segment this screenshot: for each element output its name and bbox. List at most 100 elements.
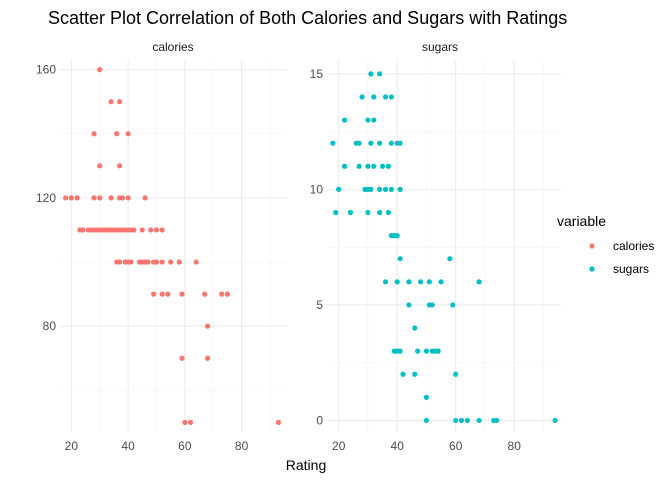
data-point-sugars: [453, 417, 459, 424]
data-point-sugars: [368, 140, 374, 146]
data-point-calories: [176, 259, 182, 265]
data-point-calories: [63, 195, 69, 201]
legend-swatch-calories: [589, 243, 595, 249]
data-point-sugars: [388, 140, 394, 146]
data-point-sugars: [368, 71, 374, 77]
data-point-sugars: [423, 348, 430, 354]
data-point-calories: [182, 419, 188, 425]
data-point-calories: [204, 323, 211, 329]
x-tick-label: 40: [121, 439, 135, 453]
data-point-sugars: [450, 302, 456, 308]
data-point-sugars: [406, 302, 412, 308]
data-point-calories: [97, 67, 103, 73]
data-point-calories: [116, 163, 123, 169]
x-axis-title: Rating: [286, 457, 326, 473]
data-point-calories: [119, 195, 126, 201]
data-point-calories: [148, 227, 154, 233]
data-point-sugars: [418, 279, 424, 285]
data-point-calories: [151, 291, 157, 297]
y-tick-label: 120: [36, 191, 56, 205]
data-point-calories: [159, 291, 165, 297]
data-point-sugars: [426, 279, 432, 285]
data-point-sugars: [397, 140, 403, 146]
x-tick-label: 60: [178, 439, 192, 453]
y-tick-label: 80: [43, 319, 57, 333]
data-point-calories: [97, 195, 103, 201]
x-tick-label: 20: [65, 439, 79, 453]
data-point-sugars: [382, 186, 389, 192]
data-point-calories: [153, 227, 160, 233]
y-tick-label: 5: [316, 298, 323, 312]
data-point-calories: [108, 195, 114, 201]
data-point-sugars: [438, 279, 444, 285]
data-point-sugars: [330, 140, 336, 146]
data-point-sugars: [382, 279, 389, 285]
data-point-calories: [116, 259, 123, 265]
x-tick-label: 80: [235, 439, 249, 453]
data-point-sugars: [377, 186, 383, 192]
data-point-sugars: [476, 279, 482, 285]
data-point-sugars: [385, 209, 392, 216]
legend-label-calories: calories: [613, 239, 654, 253]
data-point-sugars: [377, 140, 383, 146]
data-point-calories: [275, 419, 282, 425]
data-point-sugars: [464, 417, 470, 424]
data-point-sugars: [397, 186, 403, 192]
data-point-calories: [91, 195, 97, 201]
data-point-sugars: [379, 163, 386, 169]
data-point-calories: [165, 291, 171, 297]
data-point-sugars: [341, 117, 348, 123]
data-point-sugars: [423, 417, 430, 424]
x-tick-label: 80: [508, 439, 522, 453]
data-point-sugars: [429, 302, 435, 308]
y-tick-label: 160: [36, 63, 56, 77]
data-point-calories: [139, 227, 145, 233]
panel-sugars: sugars 0 5 10 15 20 40 60 80: [310, 40, 561, 453]
data-point-calories: [219, 291, 225, 297]
data-point-calories: [108, 99, 114, 105]
data-point-calories: [125, 195, 131, 201]
data-point-calories: [193, 259, 199, 265]
data-point-calories: [204, 355, 211, 361]
data-point-calories: [80, 227, 86, 233]
data-point-sugars: [435, 348, 441, 354]
data-point-sugars: [494, 417, 500, 424]
data-point-sugars: [412, 325, 418, 331]
data-point-sugars: [371, 117, 377, 123]
data-point-sugars: [333, 209, 339, 216]
data-point-sugars: [406, 279, 412, 285]
data-point-sugars: [365, 163, 371, 169]
data-point-sugars: [388, 186, 394, 192]
data-point-sugars: [371, 163, 377, 169]
data-point-sugars: [371, 94, 377, 100]
data-point-calories: [128, 259, 134, 265]
data-point-sugars: [388, 94, 394, 100]
data-point-calories: [159, 227, 165, 233]
data-point-sugars: [397, 348, 403, 354]
data-point-sugars: [365, 117, 371, 123]
legend-swatch-sugars: [589, 266, 595, 272]
data-point-calories: [179, 355, 185, 361]
data-point-sugars: [382, 94, 389, 100]
data-point-calories: [116, 99, 123, 105]
data-point-sugars: [377, 71, 383, 77]
data-point-calories: [97, 163, 103, 169]
data-point-sugars: [394, 279, 400, 285]
data-point-calories: [159, 259, 165, 265]
data-point-sugars: [476, 417, 482, 424]
data-point-sugars: [458, 417, 465, 424]
data-point-calories: [179, 291, 185, 297]
data-point-sugars: [423, 394, 430, 400]
data-point-calories: [168, 259, 174, 265]
data-point-calories: [187, 419, 194, 425]
data-point-sugars: [336, 186, 342, 192]
data-point-calories: [224, 291, 231, 297]
data-point-calories: [142, 195, 148, 201]
data-point-sugars: [453, 371, 459, 377]
data-point-calories: [202, 291, 208, 297]
legend-title: variable: [557, 213, 606, 229]
data-point-calories: [131, 227, 137, 233]
legend-label-sugars: sugars: [613, 262, 649, 276]
data-point-calories: [125, 131, 131, 137]
strip-label-sugars: sugars: [422, 40, 458, 54]
